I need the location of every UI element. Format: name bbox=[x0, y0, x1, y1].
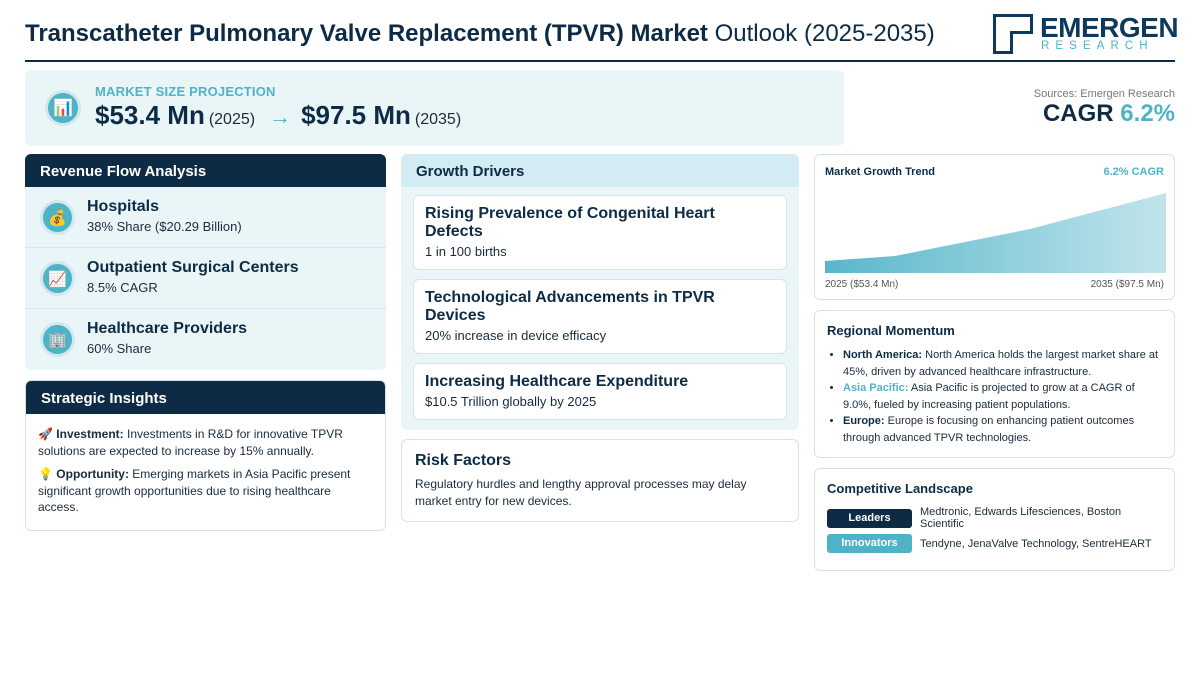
investment-label: Investment: bbox=[56, 427, 124, 441]
opportunity-text: Emerging markets in Asia Pacific present… bbox=[38, 467, 351, 514]
innovators-names: Tendyne, JenaValve Technology, SentreHEA… bbox=[920, 537, 1152, 550]
end-year: (2035) bbox=[414, 111, 462, 128]
cagr-value: 6.2% bbox=[1120, 100, 1175, 127]
trend-area bbox=[825, 193, 1166, 273]
trend-cagr: 6.2% CAGR bbox=[1103, 166, 1164, 178]
region-name: Europe: bbox=[843, 415, 885, 428]
driver-card: Technological Advancements in TPVR Devic… bbox=[413, 279, 787, 354]
lightbulb-icon: 💡 bbox=[38, 467, 53, 481]
revenue-item-detail: 8.5% CAGR bbox=[87, 280, 158, 295]
leaders-badge: Leaders bbox=[827, 508, 912, 528]
regional-list: North America: North America holds the l… bbox=[827, 347, 1162, 447]
region-text: Europe is focusing on enhancing patient … bbox=[843, 415, 1135, 444]
region-item-north-america: North America: North America holds the l… bbox=[843, 347, 1162, 380]
revenue-item-name: Outpatient Surgical Centers bbox=[87, 259, 299, 276]
risk-factors-title: Risk Factors bbox=[415, 452, 512, 469]
revenue-item-hospitals: 💰 Hospitals 38% Share ($20.29 Billion) bbox=[25, 187, 386, 248]
revenue-item-outpatient: 📈 Outpatient Surgical Centers 8.5% CAGR bbox=[25, 248, 386, 309]
strategic-insights-panel: Strategic Insights 🚀 Investment: Investm… bbox=[25, 380, 386, 531]
competitive-landscape-title: Competitive Landscape bbox=[827, 481, 973, 496]
opportunity-insight: 💡 Opportunity: Emerging markets in Asia … bbox=[38, 466, 373, 516]
risk-factors-text: Regulatory hurdles and lengthy approval … bbox=[415, 477, 747, 508]
innovators-row: Innovators Tendyne, JenaValve Technology… bbox=[827, 534, 1160, 553]
cagr-summary: CAGR 6.2% bbox=[1043, 100, 1175, 128]
cagr-label: CAGR bbox=[1042, 100, 1114, 127]
building-icon: 🏢 bbox=[40, 322, 75, 357]
revenue-item-providers: 🏢 Healthcare Providers 60% Share bbox=[25, 309, 386, 370]
market-size-banner: 📊 MARKET SIZE PROJECTION $53.4 Mn (2025) →… bbox=[25, 70, 844, 146]
bar-chart-icon: 📊 bbox=[45, 90, 81, 126]
driver-card: Rising Prevalence of Congenital Heart De… bbox=[413, 195, 787, 270]
trend-area-chart bbox=[825, 193, 1166, 273]
region-item-asia-pacific: Asia Pacific: Asia Pacific is projected … bbox=[843, 380, 1162, 413]
trend-title: Market Growth Trend bbox=[825, 166, 936, 178]
leaders-names: Medtronic, Edwards Lifesciences, Boston … bbox=[920, 506, 1122, 530]
revenue-item-name: Hospitals bbox=[87, 198, 160, 215]
opportunity-label: Opportunity: bbox=[56, 467, 129, 481]
driver-title: Rising Prevalence of Congenital Heart De… bbox=[425, 205, 715, 240]
investment-text: Investments in R&D for innovative TPVR s… bbox=[38, 427, 343, 458]
trend-end-label: 2035 ($97.5 Mn) bbox=[1090, 279, 1164, 290]
strategic-insights-title: Strategic Insights bbox=[26, 381, 385, 414]
region-name: North America: bbox=[843, 349, 923, 361]
investment-insight: 🚀 Investment: Investments in R&D for inn… bbox=[38, 426, 373, 459]
region-item-europe: Europe: Europe is focusing on enhancing … bbox=[843, 413, 1162, 446]
driver-title: Technological Advancements in TPVR Devic… bbox=[425, 289, 715, 324]
revenue-item-detail: 60% Share bbox=[87, 341, 152, 356]
page-title-light: Outlook (2025-2035) bbox=[714, 20, 935, 47]
end-value: $97.5 Mn bbox=[301, 100, 411, 130]
logo-subword: RESEARCH bbox=[1041, 40, 1154, 52]
sources-note: Sources: Emergen Research bbox=[1033, 88, 1175, 100]
arrow-right-icon: → bbox=[269, 104, 292, 129]
revenue-item-detail: 38% Share ($20.29 Billion) bbox=[87, 219, 242, 234]
revenue-flow-title: Revenue Flow Analysis bbox=[25, 154, 386, 187]
market-size-values: $53.4 Mn (2025) → $97.5 Mn (2035) bbox=[95, 100, 461, 131]
driver-detail: 1 in 100 births bbox=[425, 244, 507, 259]
trend-chart-icon: 📈 bbox=[40, 261, 75, 296]
driver-detail: 20% increase in device efficacy bbox=[425, 328, 607, 343]
growth-drivers-panel: Growth Drivers Rising Prevalence of Cong… bbox=[401, 154, 799, 430]
driver-title: Increasing Healthcare Expenditure bbox=[425, 373, 689, 390]
logo-mark-icon bbox=[993, 14, 1033, 54]
competitive-landscape-panel: Competitive Landscape Leaders Medtronic,… bbox=[814, 468, 1175, 571]
region-text: North America holds the largest market s… bbox=[843, 349, 1159, 378]
rocket-icon: 🚀 bbox=[38, 427, 53, 441]
logo-word: EMERGEN bbox=[1040, 12, 1179, 43]
start-value: $53.4 Mn bbox=[95, 100, 205, 130]
growth-drivers-title: Growth Drivers bbox=[401, 154, 799, 187]
region-name: Asia Pacific: bbox=[843, 382, 909, 395]
market-size-label: MARKET SIZE PROJECTION bbox=[95, 84, 276, 99]
regional-momentum-title: Regional Momentum bbox=[827, 323, 955, 338]
region-text: Asia Pacific is projected to grow at a C… bbox=[843, 382, 1135, 411]
start-year: (2025) bbox=[208, 111, 256, 128]
money-bag-icon: 💰 bbox=[40, 200, 75, 235]
trend-start-label: 2025 ($53.4 Mn) bbox=[825, 279, 899, 290]
regional-momentum-panel: Regional Momentum North America: North A… bbox=[814, 310, 1175, 458]
page-title-bold: Transcatheter Pulmonary Valve Replacemen… bbox=[25, 20, 708, 47]
strategic-insights-body: 🚀 Investment: Investments in R&D for inn… bbox=[26, 414, 385, 530]
emergen-logo: EMERGEN RESEARCH bbox=[993, 12, 1179, 56]
leaders-row: Leaders Medtronic, Edwards Lifesciences,… bbox=[827, 506, 1160, 530]
revenue-item-name: Healthcare Providers bbox=[87, 320, 248, 337]
page-header: Transcatheter Pulmonary Valve Replacemen… bbox=[25, 12, 1179, 62]
market-growth-trend-panel: Market Growth Trend 6.2% CAGR 2025 ($53.… bbox=[814, 154, 1175, 300]
risk-factors-panel: Risk Factors Regulatory hurdles and leng… bbox=[401, 439, 799, 522]
revenue-flow-panel: Revenue Flow Analysis 💰 Hospitals 38% Sh… bbox=[25, 154, 386, 370]
page-title: Transcatheter Pulmonary Valve Replacemen… bbox=[25, 20, 935, 48]
driver-detail: $10.5 Trillion globally by 2025 bbox=[425, 394, 597, 409]
innovators-badge: Innovators bbox=[827, 534, 912, 553]
driver-card: Increasing Healthcare Expenditure $10.5 … bbox=[413, 363, 787, 420]
